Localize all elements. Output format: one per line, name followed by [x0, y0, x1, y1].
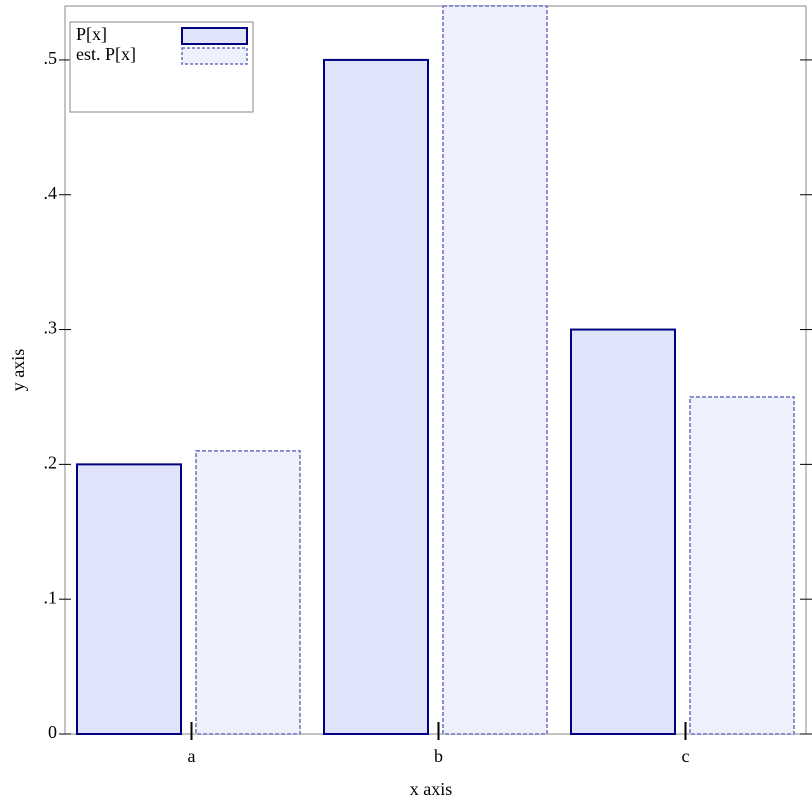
bar: [689, 396, 795, 735]
bar: [442, 5, 548, 735]
y-tick-label: .3: [44, 318, 58, 338]
y-tick-label: .2: [44, 452, 58, 472]
plot-frame: [64, 5, 807, 735]
bar: [323, 58, 429, 736]
bar: [570, 328, 676, 735]
legend-swatch: [181, 47, 248, 65]
x-tick-label: c: [682, 746, 690, 766]
legend-label: P[x]: [76, 24, 107, 44]
y-tick-label: .1: [44, 587, 58, 607]
y-tick-label: .5: [44, 48, 58, 68]
y-axis-label: y axis: [8, 349, 28, 392]
x-tick-label: b: [434, 746, 443, 766]
y-tick-label: 0: [48, 722, 57, 742]
legend-label: est. P[x]: [76, 44, 136, 64]
y-tick-label: .4: [44, 183, 58, 203]
x-axis-label: x axis: [410, 779, 453, 799]
bar: [76, 463, 182, 735]
legend-swatch: [181, 27, 248, 45]
bar: [195, 450, 301, 735]
x-tick-label: a: [188, 746, 196, 766]
